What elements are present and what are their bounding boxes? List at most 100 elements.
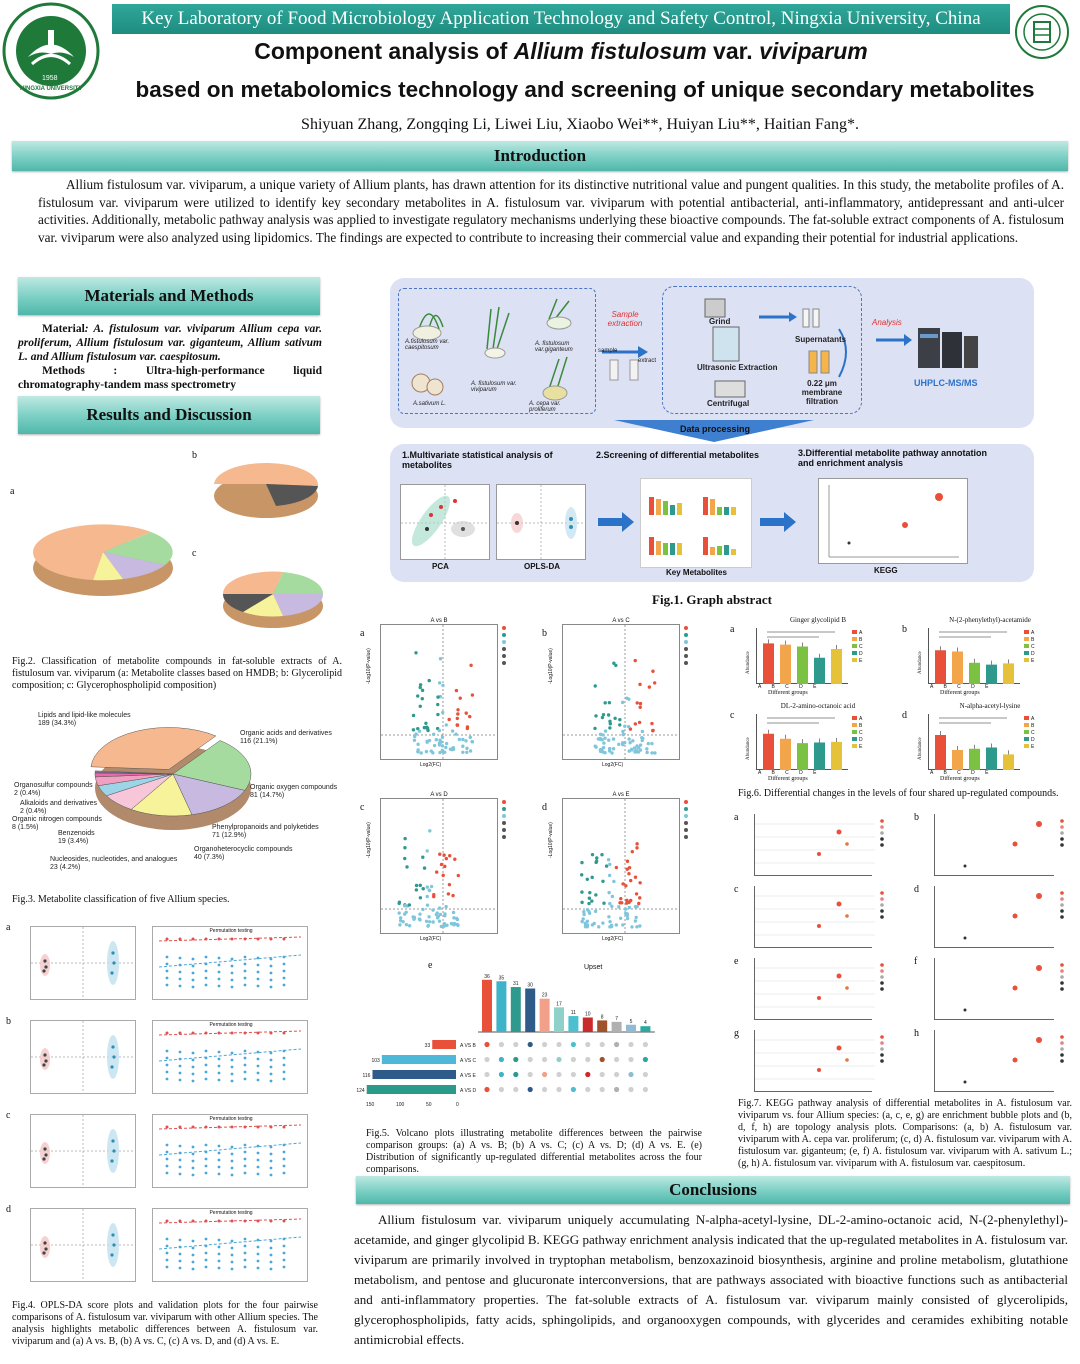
fig6-legend-item: C	[852, 644, 863, 651]
sample-1-label: A.fistulosum var. caespitosum	[405, 339, 450, 351]
fig6-legend-item: A	[852, 716, 863, 723]
upset-bar	[482, 979, 492, 1032]
fig6-legend-item: E	[1024, 744, 1035, 751]
arrow-right-icon-2	[760, 512, 796, 532]
fig1: A.fistulosum var. caespitosum A. fistulo…	[390, 278, 1034, 608]
fig6-bar	[814, 657, 825, 684]
data-processing-label: Data processing	[679, 424, 751, 434]
upset-bar-label: 35	[499, 975, 505, 981]
fig7-plot	[754, 814, 875, 876]
fig6-bar	[763, 643, 774, 684]
material-paragraph: Material: A. fistulosum var. viviparum A…	[18, 322, 322, 364]
introduction-text: Allium fistulosum var. viviparum, a uniq…	[38, 177, 1064, 245]
fig6-bar	[952, 651, 963, 684]
supernatants-label: Supernatants	[795, 335, 847, 344]
fig6-legend-item: D	[852, 651, 863, 658]
fig3-slice-name: Benzenoids	[58, 830, 95, 837]
fig7-panel-label: d	[914, 884, 919, 895]
fig6-legend-item: B	[852, 637, 863, 644]
fig3-slice-label: Alkaloids and derivatives 2 (0.4%)	[20, 800, 97, 816]
fig3-pie	[90, 727, 252, 830]
kegg-mini-plot	[818, 478, 968, 564]
fig6-xlabel: Different groups	[940, 776, 980, 782]
fig3-slice-name: Organic acids and derivatives	[240, 730, 332, 737]
legend-dot	[684, 835, 714, 842]
fig3: Lipids and lipid-like molecules 189 (34.3…	[8, 712, 348, 908]
fig6: a Ginger glycolipid B Different groups Abun…	[728, 614, 1072, 804]
upset-set-name: A VS D	[460, 1088, 477, 1094]
fig6-caption: Fig.6. Differential changes in the level…	[738, 788, 1059, 799]
fig4-score-plot	[30, 1208, 136, 1282]
fig4: a Permutation testing b Permutation testing…	[6, 920, 352, 1350]
fig4-panel-label: c	[6, 1110, 11, 1121]
fig6-legend-item: A	[1024, 716, 1035, 723]
legend-dot	[502, 626, 532, 633]
fig7-legend	[878, 818, 894, 848]
fig3-slice-name: Organic nitrogen compounds	[12, 816, 102, 823]
fig3-slice-value: 23 (4.2%)	[50, 864, 81, 871]
fig7-panel-label: f	[914, 956, 918, 967]
legend-dot	[684, 661, 714, 668]
fig3-slice-name: Alkaloids and derivatives	[20, 800, 98, 807]
fig5-ylabel: -Log10(P-value)	[366, 822, 372, 858]
introduction-heading-text: Introduction	[493, 146, 587, 165]
fig6-bar	[780, 644, 791, 684]
fig3-slice-label: Benzenoids 19 (3.4%)	[58, 830, 95, 846]
fig3-caption: Fig.3. Metabolite classification of five…	[12, 894, 230, 905]
fig6-bar-plot	[928, 714, 1020, 770]
fig6-legend-item: C	[852, 730, 863, 737]
upset-bar-label: 30	[527, 983, 533, 989]
fig3-slice	[90, 727, 217, 770]
fig7-panel-label: b	[914, 812, 919, 823]
upset-bar	[539, 998, 550, 1032]
fig3-slice-value: 189 (34.3%)	[38, 720, 77, 727]
fig6-bar	[797, 743, 808, 770]
upset-bar-label: 17	[556, 1001, 562, 1007]
fig6-legend-item: E	[852, 658, 863, 665]
fig3-slice-value: 2 (0.4%)	[14, 790, 41, 797]
fig6-legend-item: E	[1024, 658, 1035, 665]
grind-label: Grind	[709, 317, 731, 326]
fig7-plot	[754, 1030, 875, 1092]
centrifugal-label: Centrifugal	[707, 399, 750, 408]
legend-dot	[684, 626, 714, 633]
legend-dot	[684, 633, 714, 640]
upset-set-bar	[432, 1040, 456, 1049]
results-heading-text: Results and Discussion	[86, 405, 252, 424]
fig3-slice-name: Nucleosides, nucleotides, and analogues	[50, 856, 178, 863]
fig4-permutation-plot: Permutation testing	[152, 1114, 308, 1188]
legend-dot	[502, 821, 532, 828]
fig3-slice-label: Organic acids and derivatives 116 (21.1%)	[240, 730, 332, 746]
upset-bar	[626, 1024, 636, 1032]
fig5: a A vs B Log2(FC) -Log10(P-value) b A vs C Log…	[356, 614, 708, 1175]
fig6-legend-item: D	[1024, 651, 1035, 658]
legend-dot	[684, 821, 714, 828]
fig3-slice-value: 81 (14.7%)	[250, 792, 285, 799]
fig7-legend	[878, 890, 894, 920]
fig4-panel-label: a	[6, 922, 11, 933]
fig7-plot	[934, 1030, 1054, 1092]
fig3-slice-label: Phenylpropanoids and polyketides 71 (12.9…	[212, 824, 319, 840]
fig6-ylabel: Abundance	[746, 651, 751, 674]
fig7-plot	[934, 814, 1054, 876]
fig4-score-plot	[30, 926, 136, 1000]
fig7-plot	[934, 958, 1054, 1020]
extract-word: extract	[638, 358, 657, 364]
logo-university-name: NINGXIA UNIVERSITY	[20, 86, 83, 92]
upset-axis-tick: 150	[366, 1102, 375, 1108]
fig6-bar	[797, 646, 808, 684]
upset-bar-label: 23	[542, 993, 548, 999]
upset-set-value: 116	[362, 1073, 370, 1079]
upset-bar-label: 10	[585, 1012, 591, 1018]
methods-paragraph: Methods : Ultra-high-performance liquid …	[18, 364, 322, 392]
upset-set-bar	[381, 1055, 456, 1064]
title-part-c: var.	[706, 38, 760, 64]
fig5-volcano-label: c	[360, 802, 365, 813]
methods-heading-text: Materials and Methods	[84, 286, 254, 305]
legend-dot	[502, 814, 532, 821]
fig4-perm-title: Permutation testing	[209, 1210, 253, 1216]
fig2-label-b: b	[192, 450, 197, 461]
upset-set-name: A VS C	[460, 1058, 477, 1064]
fig6-bar	[969, 748, 980, 770]
